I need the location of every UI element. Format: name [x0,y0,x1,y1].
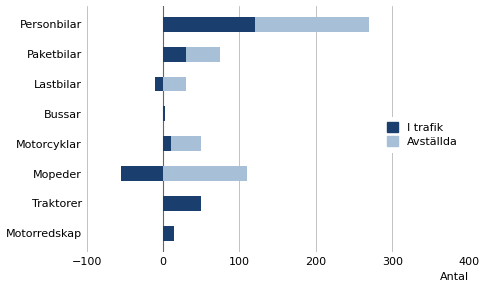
Legend: I trafik, Avställda: I trafik, Avställda [380,117,462,153]
Bar [163,17,254,32]
X-axis label: Antal: Antal [439,272,468,283]
Bar [163,106,164,121]
Bar [163,196,201,211]
Bar [163,77,185,92]
Bar [163,106,165,121]
Bar [163,47,185,62]
Bar [163,166,247,181]
Bar [163,136,170,151]
Bar [163,196,184,211]
Bar [121,166,163,181]
Bar [163,136,201,151]
Bar [163,17,369,32]
Bar [155,77,163,92]
Bar [163,226,174,241]
Bar [163,47,220,62]
